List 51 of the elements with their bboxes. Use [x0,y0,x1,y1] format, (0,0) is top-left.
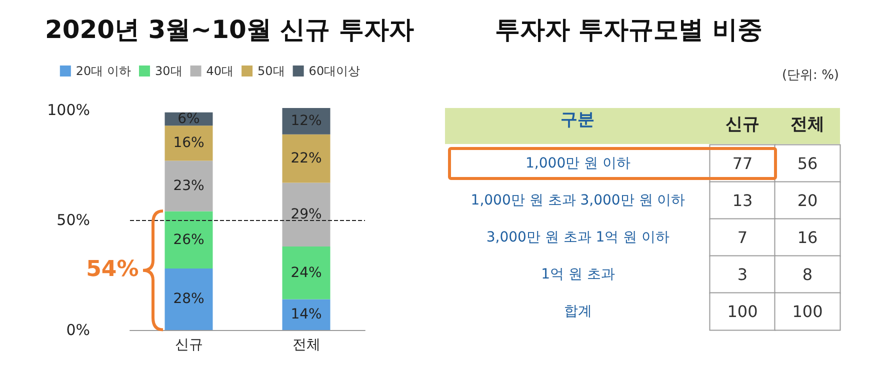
legend-label: 60대이상 [308,64,360,78]
text: (단위: %) [782,67,839,84]
data-label: 100 [792,302,823,321]
note: 54% [85,256,139,282]
data-label: 14% [290,306,322,323]
data-label: 3 [737,265,748,284]
data-label: 28% [173,291,204,308]
data-label: 29% [290,206,322,223]
y-tick-label: 3,000만 원 초과 1억 원 이하 [486,230,670,246]
data-label: 6% [178,110,200,127]
bar [164,211,213,268]
x-tick-label: 신규 [726,114,760,134]
data-label: 56 [797,154,818,173]
bar [164,160,213,212]
data-label: 77 [732,154,753,173]
data-label: 24% [290,264,322,281]
chart-title: 2020년 3월~10월 신규 투자자 [45,15,414,44]
y-tick-label: 0% [66,321,90,339]
y-tick-label: 합계 [564,304,592,320]
legend-label: 20대 이하 [76,64,132,78]
data-label: 26% [173,232,204,248]
data-label: 16 [797,228,818,247]
bar [282,182,330,246]
data-label: 100 [727,302,758,321]
data-label: 7 [737,228,748,247]
data-label: 12% [290,113,322,130]
y-tick-label: 1,000만 원 이하 [526,156,630,172]
bar [282,134,330,183]
legend-label: 50대 [258,64,285,78]
data-label: 22% [290,150,322,167]
chart-title: 투자자 투자규모별 비중 [495,15,762,44]
y-axis-title: 구분 [560,109,596,132]
bar [282,246,330,300]
y-tick-label: 100% [47,101,90,120]
legend-label: 30대 [155,64,182,78]
y-tick-label: 1억 원 초과 [541,266,615,282]
y-tick-label: 50% [56,211,90,230]
legend-label: 40대 [206,64,234,78]
bar [164,268,213,330]
x-tick-label: 전체 [790,114,824,134]
data-label: 8 [802,265,813,284]
data-label: 16% [173,135,204,152]
bar [282,299,330,330]
y-tick-label: 1,000만 원 초과 3,000만 원 이하 [470,192,686,208]
x-tick-label: 신규 [174,337,203,353]
data-label: 23% [173,178,204,194]
bar [164,126,213,161]
data-label: 20 [797,191,818,210]
x-tick-label: 전체 [292,337,320,353]
bar [282,108,330,134]
data-label: 13 [732,191,753,210]
